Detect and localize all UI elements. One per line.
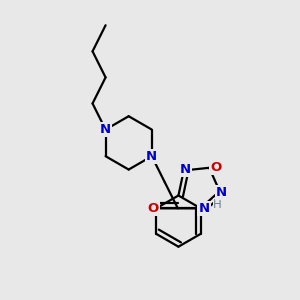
Text: N: N xyxy=(146,150,157,163)
Text: H: H xyxy=(213,198,222,211)
Text: N: N xyxy=(180,163,191,176)
Text: N: N xyxy=(100,123,111,136)
Text: N: N xyxy=(199,202,210,215)
Text: O: O xyxy=(210,161,221,174)
Text: N: N xyxy=(216,186,227,199)
Text: O: O xyxy=(147,202,159,215)
